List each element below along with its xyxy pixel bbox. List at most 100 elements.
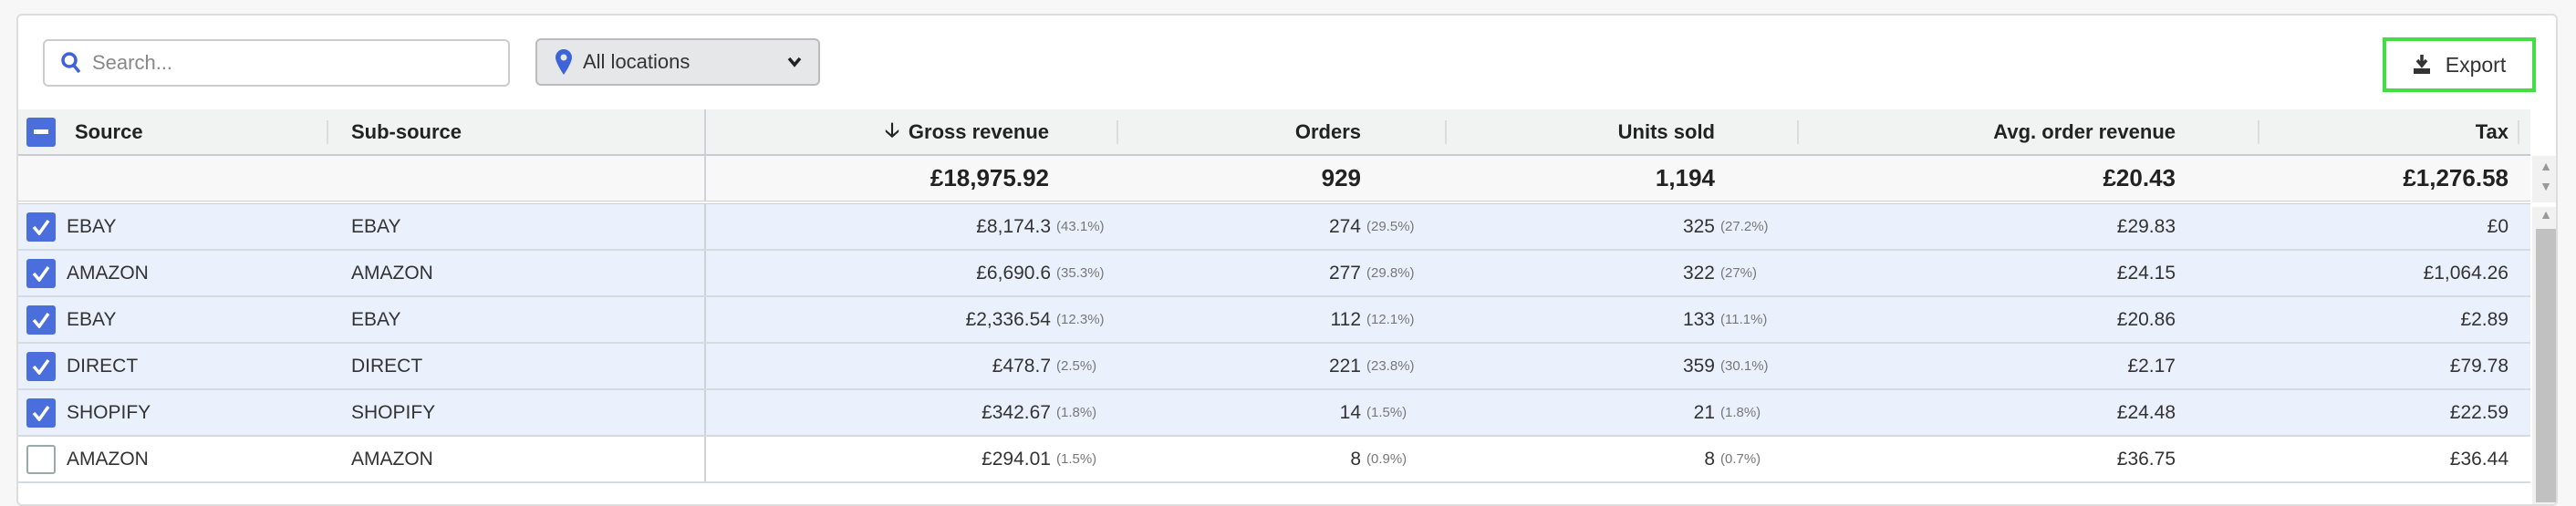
orders-text: 112: [1330, 308, 1361, 330]
orders-pct-text: (0.9%): [1366, 451, 1407, 467]
units-text: 359: [1682, 355, 1715, 377]
units-text: 8: [1704, 448, 1715, 470]
total-gross-revenue: £18,975.92: [930, 164, 1049, 191]
table-row[interactable]: AMAZON AMAZON £6,690.6 (35.3%) 277 (29.8%)…: [18, 251, 2530, 297]
units-text: 133: [1682, 308, 1715, 330]
export-label: Export: [2445, 52, 2507, 77]
totals-scrollbar[interactable]: ▲ ▼: [2532, 156, 2556, 202]
orders-pct-text: (12.1%): [1366, 312, 1415, 327]
search-icon: [61, 52, 81, 74]
export-button[interactable]: Export: [2383, 37, 2536, 92]
header-gross-revenue[interactable]: 🡣 Gross revenue: [712, 109, 1049, 154]
orders-cell: 8 (0.9%): [1140, 437, 1423, 481]
header-avg-order-revenue[interactable]: Avg. order revenue: [1993, 119, 2176, 143]
header-orders[interactable]: Orders: [1294, 119, 1361, 143]
check-icon: [32, 405, 50, 421]
sub-source-cell: AMAZON: [351, 262, 433, 284]
table-header: Source Sub-source 🡣 Gross revenue Orders …: [18, 109, 2530, 156]
header-source[interactable]: Source: [75, 119, 143, 143]
sub-source-cell: AMAZON: [351, 448, 433, 470]
units-pct-text: (1.8%): [1720, 405, 1761, 420]
gross-revenue-cell: £294.01 (1.5%): [712, 437, 1113, 481]
units-sold-cell: 8 (0.7%): [1469, 437, 1777, 481]
sub-source-cell: SHOPIFY: [351, 401, 436, 423]
table-row[interactable]: SHOPIFY SHOPIFY £342.67 (1.8%) 14 (1.5%) 2…: [18, 390, 2530, 437]
location-label: All locations: [583, 50, 691, 73]
table-row[interactable]: EBAY EBAY £8,174.3 (43.1%) 274 (29.5%) 325…: [18, 204, 2530, 251]
orders-pct-text: (29.5%): [1366, 219, 1415, 234]
vertical-scrollbar[interactable]: ▲: [2532, 207, 2556, 504]
units-text: 322: [1682, 262, 1715, 284]
row-checkbox[interactable]: [26, 212, 56, 242]
gross-pct-text: (1.5%): [1056, 451, 1097, 467]
download-icon: [2413, 55, 2430, 74]
location-dropdown[interactable]: All locations: [535, 38, 820, 86]
table-row[interactable]: EBAY EBAY £2,336.54 (12.3%) 112 (12.1%) 13…: [18, 297, 2530, 344]
units-text: 325: [1682, 215, 1715, 237]
location-pin-icon: [556, 49, 572, 75]
units-pct-text: (27.2%): [1720, 219, 1769, 234]
orders-cell: 14 (1.5%): [1140, 390, 1423, 435]
header-units-sold[interactable]: Units sold: [1617, 119, 1715, 143]
data-table: Source Sub-source 🡣 Gross revenue Orders …: [18, 109, 2556, 483]
units-pct-text: (11.1%): [1720, 312, 1768, 327]
chevron-down-icon: [787, 57, 802, 67]
gross-revenue-cell: £342.67 (1.8%): [712, 390, 1113, 435]
scrollbar-thumb[interactable]: [2536, 229, 2556, 502]
gross-text: £478.7: [992, 355, 1051, 377]
source-cell: SHOPIFY: [67, 401, 151, 423]
header-sub-source[interactable]: Sub-source: [351, 119, 462, 143]
gross-pct-text: (35.3%): [1056, 265, 1105, 281]
orders-text: 8: [1350, 448, 1361, 470]
gross-text: £342.67: [982, 401, 1051, 423]
gross-revenue-cell: £478.7 (2.5%): [712, 344, 1113, 388]
total-tax: £1,276.58: [2403, 164, 2508, 191]
avg-order-revenue-cell: £20.86: [2116, 308, 2176, 330]
units-text: 21: [1693, 401, 1715, 423]
tax-cell: £0: [2487, 215, 2508, 237]
totals-row: £18,975.92 929 1,194 £20.43 £1,276.58 ▲ ▼: [18, 156, 2556, 204]
units-pct-text: (30.1%): [1720, 358, 1769, 374]
header-tax[interactable]: Tax: [2475, 119, 2508, 143]
orders-cell: 112 (12.1%): [1140, 297, 1423, 342]
sub-source-cell: DIRECT: [351, 355, 423, 377]
orders-pct-text: (29.8%): [1366, 265, 1415, 281]
units-pct-text: (0.7%): [1720, 451, 1761, 467]
tax-cell: £2.89: [2460, 308, 2508, 330]
sub-source-cell: EBAY: [351, 308, 401, 330]
search-box[interactable]: [43, 39, 510, 87]
check-icon: [32, 312, 50, 328]
orders-text: 277: [1328, 262, 1361, 284]
avg-order-revenue-cell: £2.17: [2127, 355, 2176, 377]
row-checkbox[interactable]: [26, 445, 56, 474]
row-checkbox[interactable]: [26, 398, 56, 428]
sort-desc-icon: 🡣: [885, 118, 899, 141]
table-row[interactable]: DIRECT DIRECT £478.7 (2.5%) 221 (23.8%) 35…: [18, 344, 2530, 390]
total-units-sold: 1,194: [1655, 164, 1715, 191]
scroll-up-arrow[interactable]: ▲: [2540, 207, 2552, 222]
row-checkbox[interactable]: [26, 259, 56, 288]
gross-pct-text: (2.5%): [1056, 358, 1097, 374]
source-cell: EBAY: [67, 215, 117, 237]
gross-revenue-cell: £2,336.54 (12.3%): [712, 297, 1113, 342]
source-cell: AMAZON: [67, 448, 149, 470]
orders-pct-text: (1.5%): [1366, 405, 1407, 420]
search-input[interactable]: [92, 51, 475, 75]
row-checkbox[interactable]: [26, 305, 56, 335]
orders-cell: 274 (29.5%): [1140, 204, 1423, 249]
table-row[interactable]: AMAZON AMAZON £294.01 (1.5%) 8 (0.9%) 8 (0.…: [18, 437, 2530, 483]
orders-text: 274: [1328, 215, 1361, 237]
units-sold-cell: 325 (27.2%): [1469, 204, 1777, 249]
gross-revenue-cell: £6,690.6 (35.3%): [712, 251, 1113, 295]
units-sold-cell: 322 (27%): [1469, 251, 1777, 295]
minus-icon: [34, 129, 48, 134]
row-checkbox[interactable]: [26, 352, 56, 381]
select-all-checkbox[interactable]: [26, 118, 56, 147]
units-sold-cell: 21 (1.8%): [1469, 390, 1777, 435]
tax-cell: £22.59: [2449, 401, 2508, 423]
tax-cell: £36.44: [2449, 448, 2508, 470]
orders-text: 14: [1339, 401, 1361, 423]
gross-text: £6,690.6: [976, 262, 1051, 284]
source-cell: EBAY: [67, 308, 117, 330]
avg-order-revenue-cell: £29.83: [2116, 215, 2176, 237]
